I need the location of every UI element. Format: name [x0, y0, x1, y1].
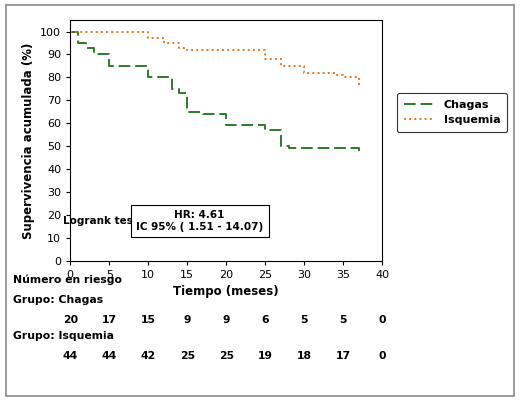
Isquemia — [145, 29, 151, 34]
Isquemia — [184, 47, 190, 52]
Isquemia — [348, 75, 354, 80]
Text: 9: 9 — [184, 315, 191, 325]
Chagas — [106, 63, 112, 68]
Chagas — [184, 109, 190, 114]
Isquemia — [262, 47, 268, 52]
Text: Grupo: Isquemia: Grupo: Isquemia — [13, 331, 114, 341]
Text: 19: 19 — [258, 351, 272, 361]
Isquemia — [340, 75, 346, 80]
Isquemia — [356, 84, 362, 89]
Chagas — [285, 146, 292, 151]
Text: 18: 18 — [297, 351, 311, 361]
Isquemia — [176, 45, 183, 50]
Chagas — [184, 91, 190, 96]
X-axis label: Tiempo (meses): Tiempo (meses) — [173, 285, 279, 298]
Chagas — [239, 123, 245, 128]
Chagas — [262, 123, 268, 128]
Text: 9: 9 — [223, 315, 230, 325]
Chagas — [145, 75, 151, 80]
Chagas — [223, 111, 229, 116]
Text: 20: 20 — [62, 315, 78, 325]
Chagas — [83, 45, 89, 50]
Text: 25: 25 — [218, 351, 234, 361]
Isquemia — [332, 73, 339, 77]
Chagas — [200, 111, 206, 116]
Chagas — [90, 52, 97, 57]
Text: 42: 42 — [140, 351, 156, 361]
Text: 0: 0 — [379, 315, 386, 325]
Chagas — [67, 29, 73, 34]
Isquemia — [262, 57, 268, 61]
Text: 5: 5 — [340, 315, 347, 325]
Text: 5: 5 — [301, 315, 308, 325]
Isquemia — [340, 73, 346, 77]
Text: 25: 25 — [179, 351, 195, 361]
Chagas — [145, 63, 151, 68]
Chagas — [278, 144, 284, 148]
Chagas — [207, 111, 214, 116]
Legend: Chagas, Isquemia: Chagas, Isquemia — [397, 93, 507, 132]
Isquemia — [145, 36, 151, 41]
Chagas — [161, 75, 167, 80]
Chagas — [106, 52, 112, 57]
Chagas — [168, 86, 175, 91]
Chagas — [301, 146, 307, 151]
Isquemia — [67, 29, 73, 34]
Text: Grupo: Chagas: Grupo: Chagas — [13, 295, 103, 305]
Isquemia — [223, 47, 229, 52]
Text: 6: 6 — [262, 315, 269, 325]
Isquemia — [161, 41, 167, 45]
Text: 17: 17 — [335, 351, 351, 361]
Isquemia — [153, 36, 159, 41]
Chagas — [262, 128, 268, 132]
Chagas — [348, 146, 354, 151]
Text: Logrank test: 0.0072: Logrank test: 0.0072 — [63, 216, 186, 226]
Text: HR: 4.61
IC 95% ( 1.51 - 14.07): HR: 4.61 IC 95% ( 1.51 - 14.07) — [136, 210, 263, 232]
Y-axis label: Supervivencia acumulada (%): Supervivencia acumulada (%) — [22, 42, 35, 239]
Line: Isquemia: Isquemia — [70, 32, 359, 87]
Isquemia — [122, 29, 128, 34]
Isquemia — [309, 70, 315, 75]
Chagas — [340, 146, 346, 151]
Text: 0: 0 — [379, 351, 386, 361]
Chagas — [75, 41, 81, 45]
Isquemia — [270, 57, 276, 61]
Chagas — [356, 148, 362, 153]
Chagas — [176, 91, 183, 96]
Isquemia — [278, 63, 284, 68]
Chagas — [122, 63, 128, 68]
Isquemia — [301, 63, 307, 68]
Text: 44: 44 — [101, 351, 117, 361]
Text: Número en riesgo: Número en riesgo — [13, 275, 122, 285]
Text: 44: 44 — [62, 351, 78, 361]
Text: 17: 17 — [101, 315, 117, 325]
Text: 15: 15 — [141, 315, 155, 325]
Line: Chagas: Chagas — [70, 32, 359, 151]
Chagas — [223, 123, 229, 128]
Isquemia — [301, 70, 307, 75]
